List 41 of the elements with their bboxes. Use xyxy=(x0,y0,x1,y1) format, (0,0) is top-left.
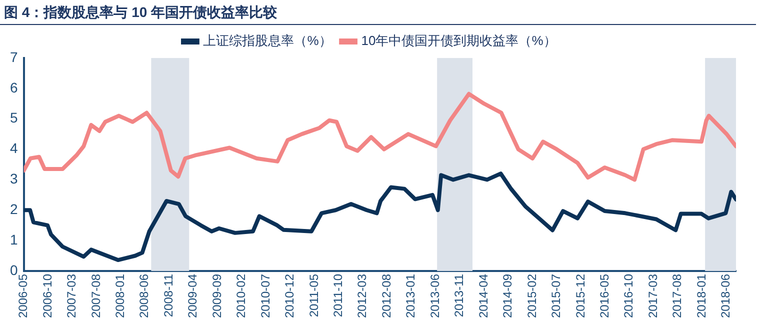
x-tick-label: 2006-05 xyxy=(16,274,30,318)
y-tick-label: 4 xyxy=(10,140,18,156)
x-tick-label: 2008-06 xyxy=(137,274,152,318)
x-tick-label: 2010-12 xyxy=(282,274,297,318)
legend-label: 10年中债国开债到期收益率（%） xyxy=(361,33,556,48)
legend-label: 上证综指股息率（%） xyxy=(203,33,332,48)
y-tick-label: 1 xyxy=(10,231,18,248)
x-tick-label: 2007-08 xyxy=(88,274,103,318)
x-tick-label: 2018-06 xyxy=(718,274,733,318)
y-tick-label: 7 xyxy=(10,48,18,65)
x-tick-label: 2014-09 xyxy=(500,274,515,318)
x-tick-label: 2015-02 xyxy=(524,274,539,318)
x-tick-label: 2018-01 xyxy=(694,274,708,318)
x-tick-label: 2015-12 xyxy=(573,274,588,318)
x-tick-label: 2009-09 xyxy=(210,274,224,318)
x-tick-label: 2013-01 xyxy=(404,274,418,318)
x-tick-label: 2017-08 xyxy=(670,274,684,318)
y-tick-label: 6 xyxy=(10,79,18,96)
x-tick-label: 2014-04 xyxy=(476,274,490,318)
y-tick-label: 3 xyxy=(10,170,18,187)
x-tick-label: 2012-03 xyxy=(355,274,370,318)
x-tick-label: 2017-03 xyxy=(646,274,660,318)
x-tick-label: 2015-07 xyxy=(549,274,564,318)
x-tick-label: 2016-10 xyxy=(622,274,636,318)
x-tick-label: 2011-05 xyxy=(306,274,321,318)
y-tick-label: 0 xyxy=(10,262,18,278)
x-tick-label: 2011-10 xyxy=(331,274,346,318)
x-tick-label: 2008-11 xyxy=(161,274,176,318)
chart-title: 图 4：指数股息率与 10 年国开债收益率比较 xyxy=(0,0,756,25)
x-tick-label: 2010-07 xyxy=(258,274,272,318)
x-tick-label: 2010-02 xyxy=(234,274,248,318)
x-tick-label: 2006-10 xyxy=(40,274,54,318)
x-tick-label: 2008-01 xyxy=(113,274,127,318)
x-tick-label: 2007-03 xyxy=(64,274,79,318)
x-tick-label: 2013-06 xyxy=(428,274,442,318)
x-tick-label: 2012-08 xyxy=(379,274,394,318)
x-tick-label: 2013-11 xyxy=(452,274,466,318)
x-tick-label: 2016-05 xyxy=(598,274,612,318)
y-tick-label: 5 xyxy=(10,110,18,126)
y-tick-label: 2 xyxy=(10,200,18,217)
x-tick-label: 2009-04 xyxy=(186,274,200,318)
